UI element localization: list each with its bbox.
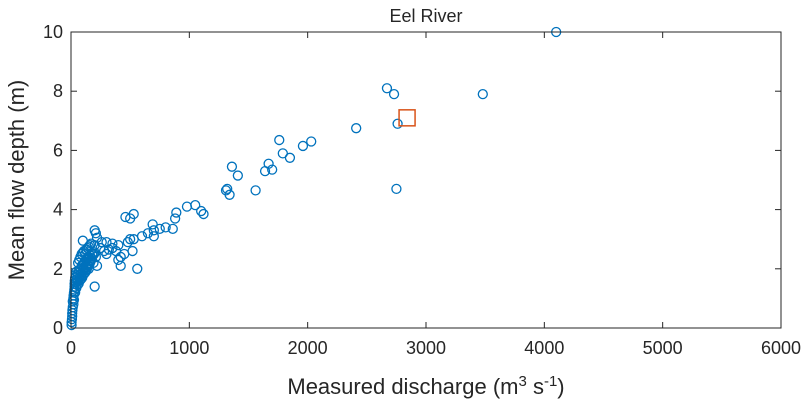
circle-data-point [148, 225, 159, 236]
circle-data-point [125, 234, 136, 245]
circle-data-point [148, 231, 159, 242]
circle-data-point [226, 161, 238, 172]
circle-data-point [128, 208, 139, 220]
circle-data-point [74, 275, 86, 286]
circle-data-point [181, 201, 193, 212]
circle-data-point [132, 263, 143, 274]
circle-data-point [68, 294, 80, 306]
circle-data-point [136, 231, 148, 242]
circle-data-point [222, 183, 233, 195]
circle-data-point [190, 200, 201, 211]
x-tick-label: 2000 [288, 338, 328, 358]
data-points [66, 26, 562, 331]
circle-data-point [113, 239, 124, 251]
circle-data-point [391, 183, 402, 195]
circle-data-point [224, 189, 235, 200]
circle-data-point [171, 207, 182, 218]
circle-data-point [388, 89, 400, 100]
axis-ticks [70, 31, 782, 329]
circle-data-point [250, 185, 261, 196]
y-tick-label: 0 [53, 318, 63, 338]
circle-data-point [113, 254, 124, 266]
circle-data-point [160, 222, 171, 233]
circle-data-point [107, 238, 118, 249]
circle-data-point [83, 251, 94, 263]
circle-data-point [297, 140, 309, 152]
circle-data-point [78, 269, 89, 280]
circle-data-point [267, 164, 278, 175]
y-tick-label: 4 [53, 200, 63, 220]
y-tick-label: 2 [53, 259, 63, 279]
circle-data-point [306, 136, 317, 147]
circle-data-point [147, 219, 158, 230]
circle-data-point [142, 228, 154, 239]
circle-data-point [89, 239, 100, 251]
x-tick-label: 1000 [169, 338, 209, 358]
y-tick-label: 8 [53, 81, 63, 101]
circle-data-point [198, 208, 209, 220]
circle-data-point [284, 152, 296, 163]
circle-data-point [90, 228, 101, 239]
circle-data-point [381, 83, 393, 94]
x-tick-label: 0 [66, 338, 76, 358]
square-data-point [398, 109, 416, 127]
x-tick-label: 3000 [406, 338, 446, 358]
plot-area-border [70, 31, 782, 329]
x-tick-label: 4000 [524, 338, 564, 358]
circle-data-point [196, 205, 207, 217]
x-tick-label: 6000 [761, 338, 801, 358]
circle-data-point [77, 235, 88, 246]
circle-data-point [68, 299, 79, 310]
circle-data-point [83, 241, 94, 252]
circle-data-point [392, 118, 403, 129]
x-tick-label: 5000 [643, 338, 683, 358]
axis-tick-labels: 0 1000 2000 3000 4000 5000 6000 0 2 4 6 8 10 [43, 22, 801, 358]
y-axis-label: Mean flow depth (m) [4, 80, 29, 281]
circle-data-point [232, 170, 244, 181]
circle-data-point [263, 158, 274, 169]
circle-data-point [101, 237, 112, 248]
circle-data-point [169, 213, 181, 224]
circle-data-point [351, 123, 362, 134]
circle-data-point [115, 260, 126, 271]
y-tick-label: 6 [53, 140, 63, 160]
circle-data-point [167, 223, 178, 234]
x-axis-label: Measured discharge (m3 s-1) [287, 373, 564, 399]
circle-data-point [127, 245, 138, 257]
circle-data-point [274, 134, 285, 146]
circle-data-point [477, 89, 488, 100]
circle-data-point [107, 242, 118, 254]
circle-data-point [89, 281, 100, 292]
circle-data-point [122, 237, 133, 248]
y-tick-label: 10 [43, 22, 63, 42]
chart-title: Eel River [389, 6, 462, 26]
